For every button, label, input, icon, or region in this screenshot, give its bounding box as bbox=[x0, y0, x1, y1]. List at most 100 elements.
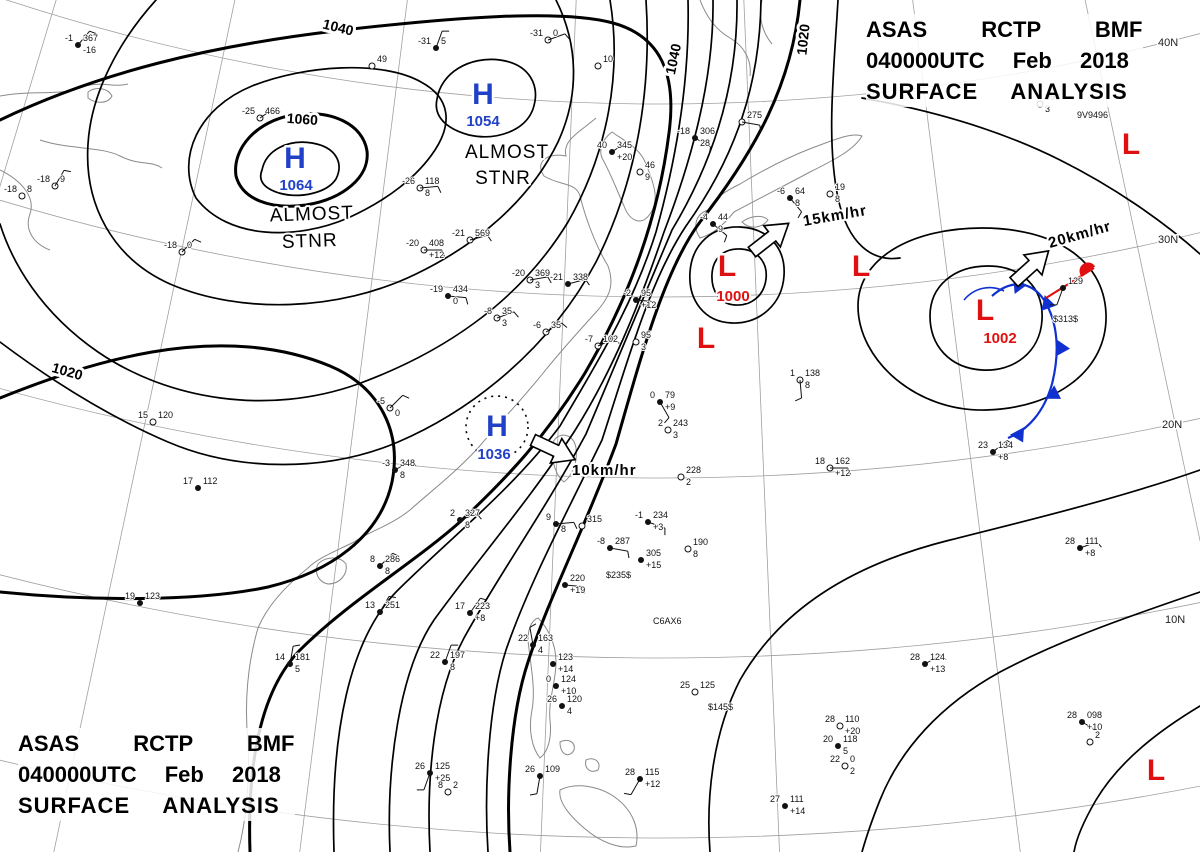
station-temp: -18 bbox=[164, 240, 177, 250]
wind-barb-tick-icon bbox=[1096, 541, 1102, 548]
station-pressure: 19 bbox=[835, 182, 845, 192]
chart-title-line2: 040000UTC Feb 2018 bbox=[866, 48, 1129, 73]
station-pressure: 102 bbox=[603, 334, 618, 344]
wind-barb-icon bbox=[444, 644, 452, 663]
wind-barb-tick-icon bbox=[664, 417, 670, 424]
station-tendency: +20 bbox=[617, 152, 632, 162]
longitude-line bbox=[1180, 0, 1200, 852]
coastline bbox=[559, 739, 575, 756]
station-tendency: 8 bbox=[795, 198, 800, 208]
longitude-line bbox=[0, 0, 57, 188]
station-plot: -19 434 0 bbox=[429, 283, 469, 307]
annotation-text: 20km/hr bbox=[1046, 218, 1113, 252]
wind-barb-icon bbox=[597, 337, 615, 347]
low-center-symbol: L bbox=[718, 250, 736, 283]
station-pressure: 315 bbox=[587, 514, 602, 524]
wind-barb-tick-icon bbox=[797, 211, 803, 219]
station-plot: 26 125 +25 bbox=[414, 760, 451, 791]
station-temp: -18 bbox=[37, 174, 50, 184]
station-temp: 9 bbox=[546, 512, 551, 522]
wind-barb-tick-icon bbox=[410, 460, 417, 466]
isobar-value-label: 1020 bbox=[793, 23, 812, 56]
station-temp: -20 bbox=[512, 268, 525, 278]
wind-barb-tick-icon bbox=[274, 107, 281, 113]
station-temp: -19 bbox=[430, 284, 443, 294]
station-temp: -5 bbox=[377, 396, 385, 406]
station-plot: -6 64 8 bbox=[776, 185, 806, 219]
station-pressure: 123 bbox=[145, 591, 160, 601]
wind-barb-icon bbox=[394, 460, 411, 471]
station-plot: 0 79 +9 bbox=[649, 389, 676, 424]
station-tendency: 4 bbox=[567, 706, 572, 716]
station-plot: 27 111 +14 bbox=[769, 793, 806, 817]
station-pressure: 345 bbox=[617, 140, 632, 150]
wind-barb-tick-icon bbox=[63, 169, 71, 173]
wind-barb-tick-icon bbox=[388, 595, 396, 599]
isobar-value-label: 1040 bbox=[662, 42, 684, 76]
warm-front-semicircle-icon bbox=[1079, 262, 1096, 276]
station-temp: 28 bbox=[625, 767, 635, 777]
station-tendency: +14 bbox=[558, 664, 573, 674]
wind-barb-tick-icon bbox=[795, 397, 802, 402]
wind-barb-icon bbox=[992, 440, 1008, 453]
station-plot: 275 bbox=[738, 109, 763, 133]
station-temp: 0 bbox=[650, 390, 655, 400]
station-pressure: 098 bbox=[1087, 710, 1102, 720]
station-tendency: +12 bbox=[645, 779, 660, 789]
station-symbol-icon bbox=[368, 62, 376, 70]
high-center-dotted-circle bbox=[465, 395, 529, 459]
station-plot: 22 197 8 bbox=[429, 644, 466, 673]
station-tendency: +8 bbox=[998, 452, 1008, 462]
station-symbol-icon bbox=[677, 473, 685, 481]
station-tendency: +3 bbox=[653, 522, 663, 532]
longitude-line bbox=[53, 0, 236, 852]
station-pressure: 228 bbox=[686, 465, 701, 475]
latitude-labels: 40N 30N 20N 10N bbox=[1157, 36, 1187, 628]
wind-barb-tick-icon bbox=[1006, 439, 1014, 445]
isobar-1044 bbox=[0, 0, 649, 466]
station-plot: C6AX6 bbox=[652, 615, 683, 627]
station-tendency: 5 bbox=[843, 746, 848, 756]
station-pressure: 118 bbox=[843, 734, 857, 744]
station-symbol-icon bbox=[782, 803, 788, 809]
station-pressure: 251 bbox=[385, 600, 400, 610]
station-temp: -8 bbox=[484, 306, 492, 316]
wind-barb-tick-icon bbox=[402, 394, 410, 399]
center-pressure-value: 1036 bbox=[477, 446, 510, 463]
station-pressure: 35 bbox=[551, 320, 561, 330]
station-pressure: 64 bbox=[795, 186, 805, 196]
station-symbol-icon bbox=[664, 426, 672, 434]
station-plot: 8 286 8 bbox=[369, 552, 401, 577]
station-pressure: 0 bbox=[850, 754, 855, 764]
station-pressure: 111 bbox=[790, 794, 804, 804]
station-symbol-icon bbox=[553, 683, 559, 689]
wind-barb-icon bbox=[469, 234, 488, 241]
station-pressure: 163 bbox=[538, 633, 553, 643]
cold-front-triangle-icon bbox=[1045, 385, 1062, 399]
station-temp: 22 bbox=[430, 650, 440, 660]
wind-barb-tick-icon bbox=[529, 793, 537, 796]
station-plot: -1 367 -16 bbox=[64, 30, 99, 56]
station-plot: $235$ bbox=[605, 569, 632, 581]
wind-barb-tick-icon bbox=[723, 235, 728, 243]
low-center-symbol: L bbox=[1147, 754, 1165, 787]
station-pressure: 2 bbox=[453, 780, 458, 790]
station-tendency: 2 bbox=[850, 766, 855, 776]
wind-barb-tick-icon bbox=[561, 322, 568, 328]
wind-barb-icon bbox=[379, 552, 394, 567]
wind-barb-tick-icon bbox=[441, 249, 445, 257]
station-symbol-icon bbox=[18, 192, 26, 200]
station-temp: 28 bbox=[1065, 536, 1075, 546]
station-pressure: 306 bbox=[700, 126, 715, 136]
station-pressure: 190 bbox=[693, 537, 708, 547]
station-tendency: 8 bbox=[450, 662, 455, 672]
station-plot: -5 0 bbox=[376, 394, 410, 419]
station-plot: 15 120 bbox=[137, 409, 174, 426]
station-temp: -1 bbox=[635, 510, 643, 520]
station-pressure: 197 bbox=[450, 650, 465, 660]
station-symbol-icon bbox=[559, 703, 565, 709]
isobar-1008 bbox=[830, 0, 901, 260]
station-plot: 28 111 +8 bbox=[1064, 535, 1102, 559]
